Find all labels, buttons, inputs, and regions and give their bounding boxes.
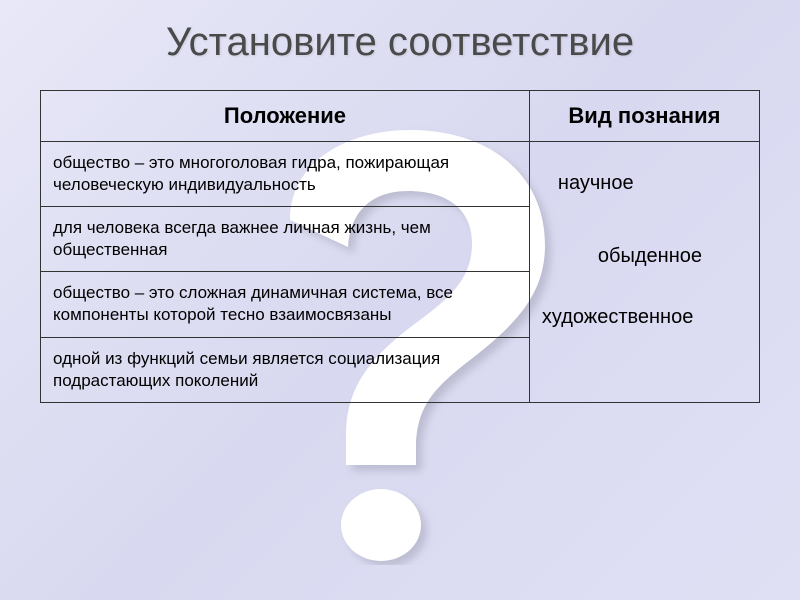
type-option-3: художественное: [542, 306, 749, 329]
header-type: Вид познания: [529, 91, 759, 142]
slide-title: Установите соответствие: [40, 20, 760, 65]
position-row-4: одной из функций семьи является социализ…: [41, 337, 530, 402]
slide-container: Установите соответствие Положение Вид по…: [0, 0, 800, 600]
matching-table-container: Положение Вид познания общество – это мн…: [40, 90, 760, 403]
position-row-1: общество – это многоголовая гидра, пожир…: [41, 142, 530, 207]
position-row-2: для человека всегда важнее личная жизнь,…: [41, 207, 530, 272]
type-option-2: обыденное: [598, 245, 749, 268]
type-option-1: научное: [558, 172, 749, 195]
header-position: Положение: [41, 91, 530, 142]
position-row-3: общество – это сложная динамичная систем…: [41, 272, 530, 337]
types-cell: научное обыденное художественное: [529, 142, 759, 403]
matching-table: Положение Вид познания общество – это мн…: [40, 90, 760, 403]
